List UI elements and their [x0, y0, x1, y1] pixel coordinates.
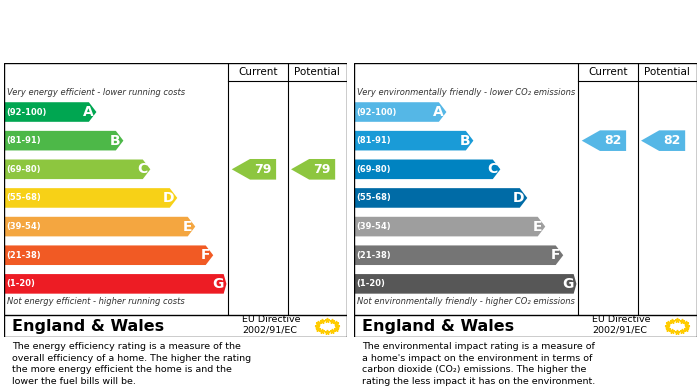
Polygon shape — [4, 246, 214, 265]
Text: Very energy efficient - lower running costs: Very energy efficient - lower running co… — [7, 88, 185, 97]
Text: Current: Current — [238, 67, 278, 77]
Polygon shape — [354, 102, 447, 122]
Text: G: G — [212, 277, 224, 291]
Polygon shape — [4, 217, 195, 237]
Text: D: D — [513, 191, 524, 205]
Text: (69-80): (69-80) — [6, 165, 41, 174]
Text: Potential: Potential — [644, 67, 690, 77]
Text: Very environmentally friendly - lower CO₂ emissions: Very environmentally friendly - lower CO… — [357, 88, 575, 97]
Polygon shape — [582, 130, 626, 151]
Text: (1-20): (1-20) — [6, 280, 35, 289]
Polygon shape — [354, 188, 527, 208]
Text: (1-20): (1-20) — [356, 280, 385, 289]
Polygon shape — [354, 217, 545, 237]
Text: Not environmentally friendly - higher CO₂ emissions: Not environmentally friendly - higher CO… — [357, 297, 575, 306]
Polygon shape — [354, 131, 473, 151]
Text: 82: 82 — [664, 134, 681, 147]
Text: E: E — [533, 220, 542, 233]
Polygon shape — [4, 274, 227, 294]
Text: (21-38): (21-38) — [356, 251, 391, 260]
Text: The energy efficiency rating is a measure of the
overall efficiency of a home. T: The energy efficiency rating is a measur… — [12, 342, 251, 386]
Polygon shape — [4, 131, 123, 151]
Text: (81-91): (81-91) — [6, 136, 41, 145]
Polygon shape — [354, 274, 577, 294]
Text: B: B — [460, 134, 470, 148]
Polygon shape — [641, 130, 685, 151]
Text: B: B — [110, 134, 120, 148]
Text: England & Wales: England & Wales — [12, 319, 164, 334]
Text: D: D — [163, 191, 174, 205]
Text: F: F — [551, 248, 561, 262]
Text: EU Directive
2002/91/EC: EU Directive 2002/91/EC — [242, 315, 300, 335]
Polygon shape — [4, 160, 150, 179]
Text: (21-38): (21-38) — [6, 251, 41, 260]
Text: (69-80): (69-80) — [356, 165, 391, 174]
Text: 82: 82 — [604, 134, 622, 147]
Text: (55-68): (55-68) — [6, 194, 41, 203]
Text: (92-100): (92-100) — [356, 108, 397, 117]
Text: A: A — [83, 105, 94, 119]
Text: A: A — [433, 105, 444, 119]
Text: Energy Efficiency Rating: Energy Efficiency Rating — [12, 43, 195, 56]
Text: EU Directive
2002/91/EC: EU Directive 2002/91/EC — [592, 315, 650, 335]
Text: (55-68): (55-68) — [356, 194, 391, 203]
Polygon shape — [4, 102, 97, 122]
Text: E: E — [183, 220, 193, 233]
Polygon shape — [354, 246, 564, 265]
Text: Environmental Impact (CO₂) Rating: Environmental Impact (CO₂) Rating — [362, 43, 624, 56]
Text: 79: 79 — [254, 163, 272, 176]
Text: G: G — [562, 277, 574, 291]
Polygon shape — [291, 159, 335, 179]
Text: (39-54): (39-54) — [356, 222, 391, 231]
Polygon shape — [354, 160, 500, 179]
Text: (81-91): (81-91) — [356, 136, 391, 145]
Text: England & Wales: England & Wales — [362, 319, 514, 334]
Polygon shape — [232, 159, 276, 179]
Text: C: C — [487, 162, 498, 176]
Text: (92-100): (92-100) — [6, 108, 47, 117]
Text: 79: 79 — [314, 163, 331, 176]
Text: (39-54): (39-54) — [6, 222, 41, 231]
Text: F: F — [201, 248, 211, 262]
Polygon shape — [4, 188, 177, 208]
Text: The environmental impact rating is a measure of
a home's impact on the environme: The environmental impact rating is a mea… — [362, 342, 595, 386]
Text: Current: Current — [588, 67, 628, 77]
Text: Potential: Potential — [294, 67, 340, 77]
Text: C: C — [137, 162, 148, 176]
Text: Not energy efficient - higher running costs: Not energy efficient - higher running co… — [7, 297, 185, 306]
